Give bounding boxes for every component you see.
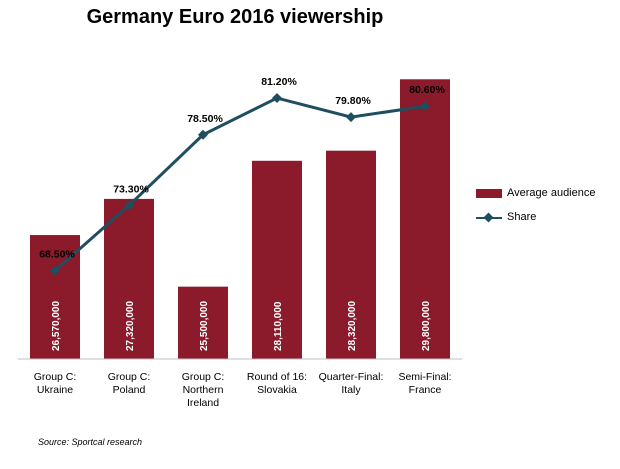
legend-label-share: Share: [507, 211, 537, 223]
legend-item-share: Share: [476, 205, 595, 229]
category-label-3-1: Slovakia: [257, 384, 297, 396]
category-label-0-0: Group C:: [34, 371, 77, 383]
bar-value-label-2: 25,500,000: [199, 301, 210, 351]
category-label-1-0: Group C:: [108, 371, 151, 383]
bar-value-label-1: 27,320,000: [125, 301, 136, 351]
bar-value-label-3: 28,110,000: [273, 301, 284, 351]
bar-value-label-4: 28,320,000: [347, 301, 358, 351]
legend-bar-swatch: [476, 188, 502, 198]
share-value-label-4: 79.80%: [335, 95, 371, 107]
legend-line-swatch: [476, 213, 502, 222]
share-point-5: [420, 101, 430, 112]
bar-3: [252, 160, 302, 359]
share-value-label-3: 81.20%: [261, 76, 297, 88]
share-line-layer: [50, 93, 430, 276]
category-label-2-0: Group C:: [182, 371, 225, 383]
bar-5: [400, 79, 450, 360]
share-point-2: [198, 129, 208, 140]
share-line: [54, 96, 426, 272]
bar-value-label-5: 29,800,000: [421, 301, 432, 351]
legend: Average audience Share: [476, 181, 595, 229]
category-label-0-1: Ukraine: [37, 384, 73, 396]
bars-layer: [30, 79, 450, 360]
category-label-4-1: Italy: [341, 384, 361, 396]
category-label-3-0: Round of 16:: [247, 371, 307, 383]
category-label-2-1: Northern: [183, 384, 224, 396]
share-point-3: [272, 93, 282, 104]
bar-4: [326, 150, 376, 359]
bar-2: [178, 286, 228, 359]
share-value-label-0: 68.50%: [39, 249, 75, 261]
bar-value-label-0: 26,570,000: [51, 301, 62, 351]
share-value-label-1: 73.30%: [113, 183, 149, 195]
category-label-5-0: Semi-Final:: [398, 371, 451, 383]
share-value-label-5: 80.60%: [409, 84, 445, 96]
category-label-2-2: Ireland: [187, 397, 219, 409]
category-label-1-1: Poland: [113, 384, 146, 396]
category-label-5-1: France: [409, 384, 442, 396]
share-point-0: [50, 265, 60, 276]
legend-label-average-audience: Average audience: [507, 187, 596, 199]
legend-item-average-audience: Average audience: [476, 181, 595, 205]
category-label-4-0: Quarter-Final:: [319, 371, 384, 383]
share-point-1: [124, 200, 134, 211]
bar-1: [104, 198, 154, 359]
chart-title: Germany Euro 2016 viewership: [86, 6, 384, 28]
source-note: Source: Sportcal research: [38, 437, 143, 447]
share-value-label-2: 78.50%: [187, 113, 223, 125]
share-point-4: [346, 112, 356, 123]
